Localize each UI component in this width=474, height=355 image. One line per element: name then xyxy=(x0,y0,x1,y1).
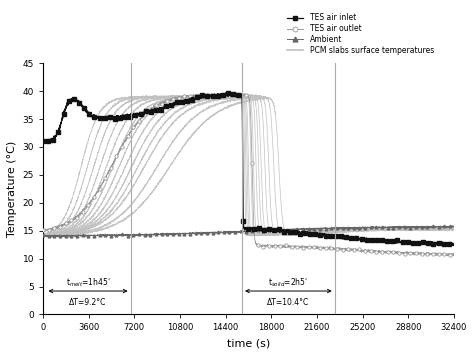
Text: ΔT=10.4°C: ΔT=10.4°C xyxy=(267,298,310,307)
Text: t$_{melt}$=1h45': t$_{melt}$=1h45' xyxy=(66,276,110,289)
Text: t$_{solid}$=2h5': t$_{solid}$=2h5' xyxy=(268,276,309,289)
Y-axis label: Temperature (°C): Temperature (°C) xyxy=(7,141,17,237)
Legend: TES air inlet, TES air outlet, Ambient, PCM slabs surface temperatures: TES air inlet, TES air outlet, Ambient, … xyxy=(285,12,435,56)
Text: ΔT=9.2°C: ΔT=9.2°C xyxy=(69,298,107,307)
X-axis label: time (s): time (s) xyxy=(227,338,270,348)
